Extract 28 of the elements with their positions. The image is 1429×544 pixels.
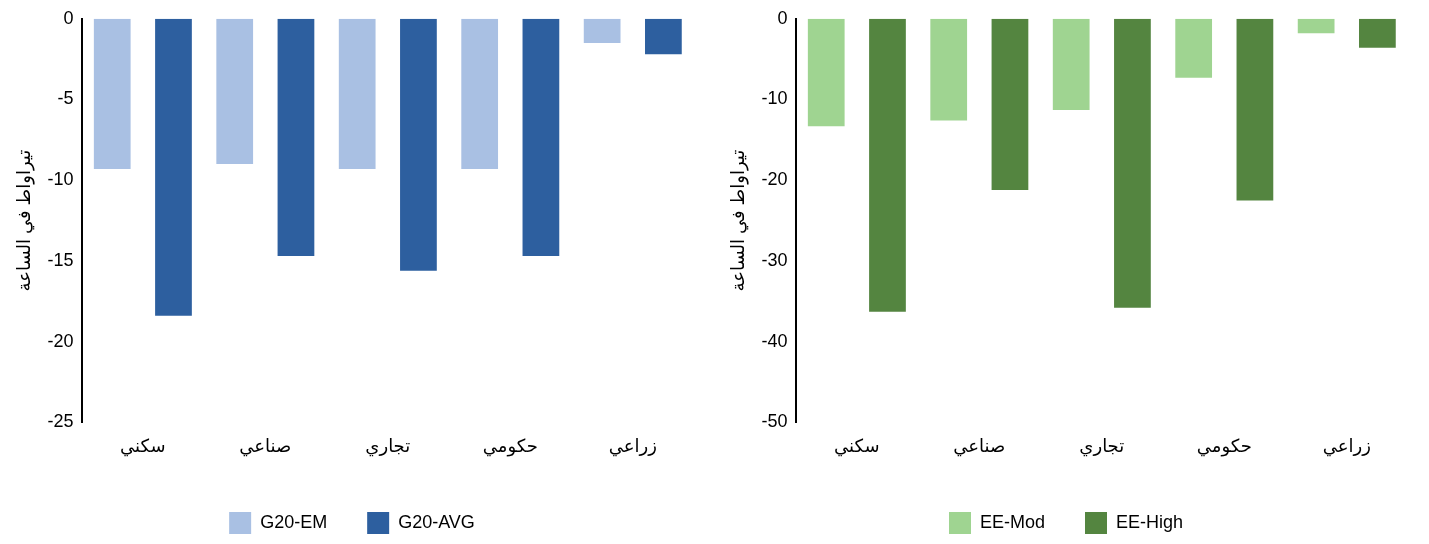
x-tick-label: حكومي <box>482 436 538 458</box>
y-tick-label: 0 <box>777 7 788 28</box>
x-tick-label: تجاري <box>365 436 411 458</box>
legend-label: G20-AVG <box>398 511 475 532</box>
y-axis-title: تيراواط في الساعة <box>727 149 749 292</box>
y-tick-label: -30 <box>761 249 788 270</box>
y-tick-label: -10 <box>47 169 74 190</box>
y-tick-label: -50 <box>761 411 788 432</box>
y-tick-label: -10 <box>761 88 788 109</box>
x-tick-label: زراعي <box>608 436 657 458</box>
y-tick-label: -5 <box>57 88 74 109</box>
y-axis-title: تيراواط في الساعة <box>13 149 35 292</box>
legend-label: G20-EM <box>260 511 328 532</box>
legend-label: EE-High <box>1116 511 1184 532</box>
legend-label: EE-Mod <box>979 511 1046 532</box>
y-tick-label: -20 <box>761 169 788 190</box>
x-tick-label: صناعي <box>953 436 1006 458</box>
x-tick-label: زراعي <box>1322 436 1371 458</box>
y-tick-label: -25 <box>47 411 74 432</box>
y-tick-label: -15 <box>47 249 74 270</box>
y-tick-label: -20 <box>47 330 74 351</box>
x-tick-label: تجاري <box>1079 436 1125 458</box>
x-tick-label: سكني <box>834 436 880 458</box>
x-tick-label: صناعي <box>239 436 292 458</box>
x-tick-label: حكومي <box>1196 436 1252 458</box>
x-tick-label: سكني <box>120 436 166 458</box>
y-tick-label: 0 <box>63 7 74 28</box>
y-tick-label: -40 <box>761 330 788 351</box>
